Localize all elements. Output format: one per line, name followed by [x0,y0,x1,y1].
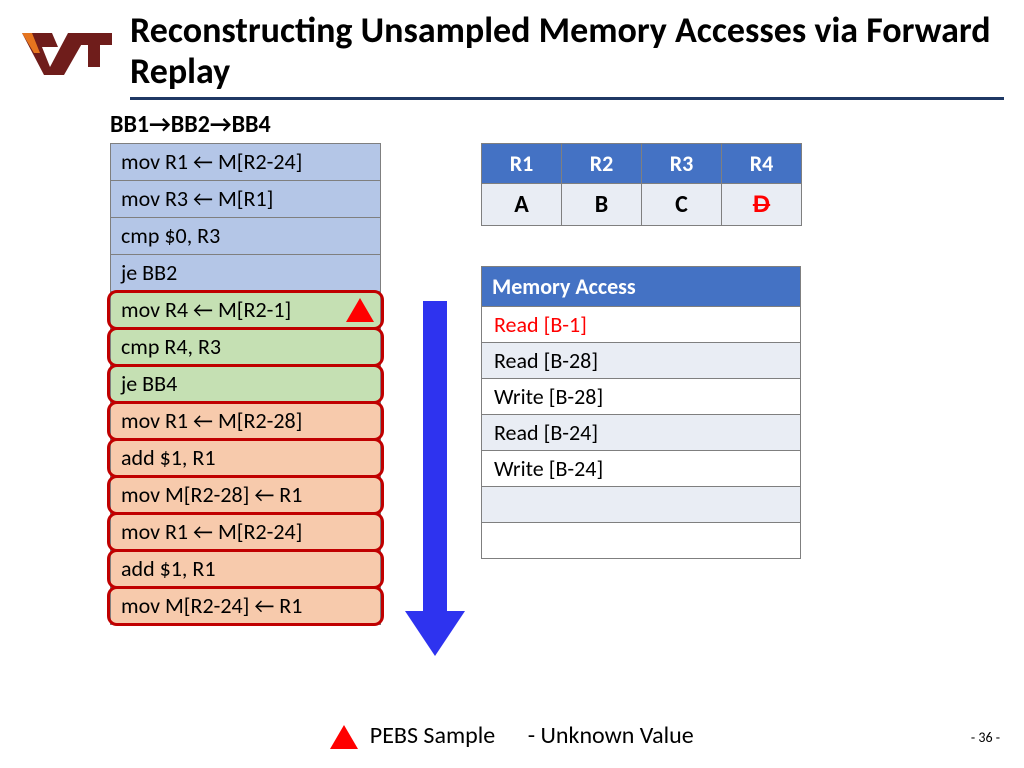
instruction-row: mov M[R2-24] ← R1 [111,587,381,624]
pebs-marker-icon [346,298,374,322]
forward-arrow [405,301,465,666]
register-header: R3 [642,143,722,183]
memory-row: Read [B-24] [482,414,801,450]
instruction-table: mov R1 ← M[R2-24]mov R3 ← M[R1]cmp $0, R… [110,143,381,625]
instruction-row: cmp R4, R3 [111,328,381,365]
slide-title: Reconstructing Unsampled Memory Accesses… [130,10,1004,93]
instruction-row: mov R3 ← M[R1] [111,180,381,217]
instruction-row: add $1, R1 [111,439,381,476]
instruction-row: je BB4 [111,365,381,402]
triangle-icon [330,725,358,749]
instruction-row: mov M[R2-28] ← R1 [111,476,381,513]
memory-row [482,522,801,558]
register-value: D [722,183,802,225]
page-number: - 36 - [971,729,1000,746]
legend: PEBS Sample - Unknown Value [0,721,1024,750]
register-table: R1R2R3R4 ABCD [481,143,802,226]
memory-row: Read [B-28] [482,342,801,378]
legend-pebs: PEBS Sample [370,721,495,750]
bb-path: BB1→BB2→BB4 [110,110,1024,139]
instruction-row: cmp $0, R3 [111,217,381,254]
instruction-row: mov R1 ← M[R2-24] [111,513,381,550]
instruction-row: add $1, R1 [111,550,381,587]
instruction-row: mov R1 ← M[R2-28] [111,402,381,439]
vt-logo [20,25,115,80]
memory-access-table: Memory Access Read [B-1]Read [B-28]Write… [481,266,801,559]
instruction-row: mov R4 ← M[R2-1] [111,291,381,328]
register-header: R2 [562,143,642,183]
memory-row: Write [B-28] [482,378,801,414]
memory-row: Write [B-24] [482,450,801,486]
instruction-row: mov R1 ← M[R2-24] [111,143,381,180]
register-value: B [562,183,642,225]
instruction-row: je BB2 [111,254,381,291]
register-value: C [642,183,722,225]
register-value: A [482,183,562,225]
title-underline [130,97,1004,100]
memory-row [482,486,801,522]
register-header: R1 [482,143,562,183]
legend-unknown: - Unknown Value [528,721,694,750]
memory-header: Memory Access [482,266,801,306]
memory-row: Read [B-1] [482,306,801,342]
register-header: R4 [722,143,802,183]
